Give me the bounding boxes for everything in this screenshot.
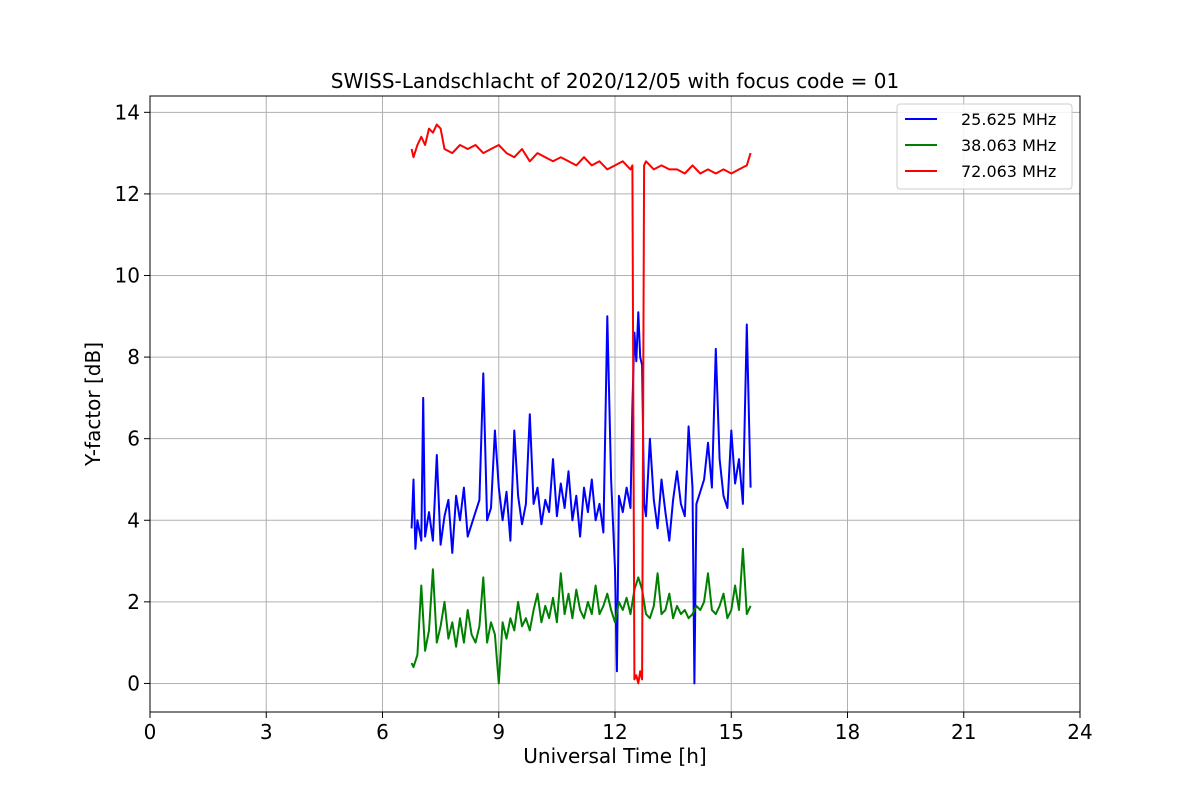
legend-label: 38.063 MHz [961, 136, 1056, 155]
x-tick-label: 6 [376, 720, 389, 744]
series-line-3 [410, 123, 752, 685]
x-tick-label: 0 [144, 720, 157, 744]
y-tick-label: 6 [127, 427, 140, 451]
legend-label: 25.625 MHz [961, 110, 1056, 129]
legend-label: 72.063 MHz [961, 162, 1056, 181]
x-tick-label: 24 [1067, 720, 1092, 744]
x-tick-label: 18 [835, 720, 860, 744]
series-layer [410, 123, 752, 685]
x-tick-label: 15 [719, 720, 744, 744]
y-tick-label: 14 [115, 100, 140, 124]
x-tick-label: 21 [951, 720, 976, 744]
y-tick-label: 10 [115, 263, 140, 287]
x-tick-label: 12 [602, 720, 627, 744]
series-line-1 [410, 311, 752, 685]
y-tick-label: 8 [127, 345, 140, 369]
legend-box [896, 103, 1073, 190]
y-tick-label: 0 [127, 671, 140, 695]
y-axis-label: Y-factor [dB] [81, 342, 105, 467]
legend: 25.625 MHz 38.063 MHz 72.063 MHz [896, 103, 1073, 190]
x-tick-label: 9 [492, 720, 505, 744]
x-axis-label: Universal Time [h] [523, 744, 706, 768]
series-line-2 [410, 547, 752, 685]
y-tick-label: 12 [115, 182, 140, 206]
y-tick-label: 2 [127, 590, 140, 614]
y-tick-label: 4 [127, 508, 140, 532]
grid [149, 96, 1081, 712]
chart-title: SWISS-Landschlacht of 2020/12/05 with fo… [331, 69, 899, 93]
x-tick-label: 3 [260, 720, 273, 744]
